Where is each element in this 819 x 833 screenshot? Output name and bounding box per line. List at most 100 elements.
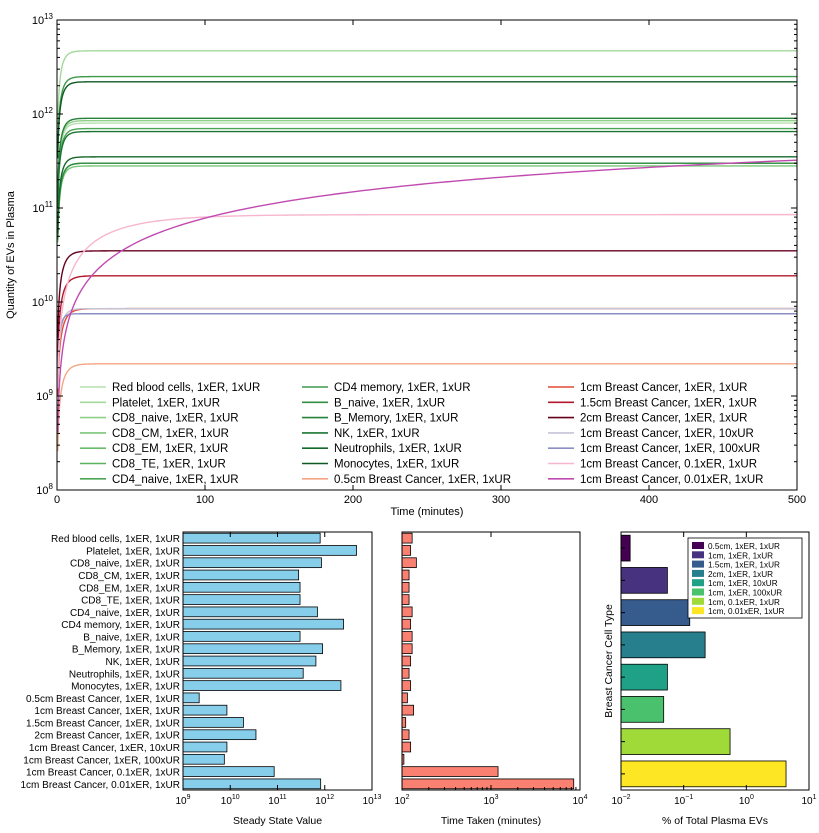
- percent-legend-swatch-4: [692, 579, 704, 587]
- time-bar-0: [401, 532, 413, 544]
- steady-category-label-17: 1cm Breast Cancer, 1xER, 10xUR: [29, 743, 180, 754]
- line-series-17: [57, 307, 797, 386]
- steady-bar-5: [182, 594, 301, 605]
- legend-label-3: CD8_CM, 1xER, 1xUR: [112, 428, 229, 440]
- y-tick-label-2: 1010: [32, 294, 54, 309]
- steady-x-tick-label-2: 1011: [268, 794, 286, 807]
- line-series-5: [57, 162, 797, 240]
- x-tick-label-1: 100: [196, 494, 214, 506]
- steady-x-tick-label-0: 109: [175, 794, 190, 807]
- percent-axes-frame: [620, 531, 810, 791]
- steady-category-label-12: Monocytes, 1xER, 1xUR: [71, 682, 180, 693]
- legend-label-1: Platelet, 1xER, 1xUR: [112, 397, 220, 409]
- percent-bar-5: [620, 696, 665, 723]
- steady-bar-9: [182, 643, 323, 655]
- steady-category-label-0: Red blood cells, 1xER, 1xUR: [51, 534, 180, 545]
- time-bar-1: [401, 545, 412, 556]
- line-series-7: [57, 75, 797, 154]
- percent-legend-label-4: 1cm, 1xER, 10xUR: [708, 579, 778, 588]
- steady-bar-17: [182, 741, 228, 753]
- percent-x-tick-label-2: 100: [739, 794, 754, 807]
- time-bar-7: [401, 618, 412, 630]
- steady-bar-18: [182, 753, 225, 765]
- legend-label-4: CD8_EM, 1xER, 1xUR: [112, 443, 228, 455]
- percent-bar-6: [620, 728, 731, 755]
- percent-legend-swatch-6: [692, 597, 704, 605]
- line-series-0: [57, 122, 797, 200]
- time-bar-20: [401, 778, 575, 790]
- legend-label-5: CD8_TE, 1xER, 1xUR: [112, 459, 226, 471]
- percent-x-tick-label-1: 10−1: [674, 794, 693, 807]
- steady-bar-3: [182, 569, 300, 581]
- y-tick-label-0: 108: [36, 482, 53, 497]
- steady-bar-14: [182, 704, 228, 716]
- percent-legend-label-5: 1cm, 1xER, 100xUR: [708, 589, 782, 598]
- legend-label-15: 1.5cm Breast Cancer, 1xER, 1xUR: [580, 397, 757, 409]
- line-series-16: [57, 250, 797, 339]
- line-series-10: [57, 130, 797, 209]
- line-series-20: [57, 159, 798, 433]
- percent-legend-swatch-5: [692, 588, 704, 596]
- legend-label-19: 1cm Breast Cancer, 0.1xER, 1xUR: [580, 459, 757, 471]
- steady-bar-11: [182, 667, 304, 679]
- line-series-3: [57, 165, 797, 243]
- percent-legend-label-7: 1cm, 0.01xER, 1xUR: [708, 607, 785, 616]
- steady-category-label-18: 1cm Breast Cancer, 1xER, 100xUR: [23, 755, 180, 766]
- time-bar-17: [401, 741, 412, 753]
- time-x-tick-label-1: 103: [483, 794, 498, 807]
- percent-x-tick-label-3: 101: [801, 794, 816, 807]
- legend-label-16: 2cm Breast Cancer, 1xER, 1xUR: [580, 413, 747, 425]
- percent-y-label: Breast Cancer Cell Type: [603, 604, 615, 718]
- legend-label-8: B_naive, 1xER, 1xUR: [334, 397, 445, 409]
- legend-label-0: Red blood cells, 1xER, 1xUR: [112, 382, 260, 394]
- steady-bar-19: [182, 766, 275, 777]
- percent-legend-swatch-0: [692, 542, 704, 549]
- line-series-18: [57, 313, 797, 376]
- percent-bar-7: [620, 760, 787, 788]
- steady-category-label-1: Platelet, 1xER, 1xUR: [86, 546, 180, 557]
- legend-label-10: NK, 1xER, 1xUR: [334, 428, 420, 440]
- line-series-9: [57, 117, 797, 195]
- steady-category-label-3: CD8_CM, 1xER, 1xUR: [78, 571, 180, 582]
- percent-legend-label-1: 1cm, 1xER, 1xUR: [708, 551, 773, 560]
- x-tick-label-5: 500: [788, 494, 806, 506]
- line-series-8: [57, 162, 797, 240]
- time-bar-13: [401, 692, 408, 704]
- percent-legend-box: [687, 537, 803, 619]
- percent-legend-swatch-1: [692, 551, 704, 559]
- legend-label-20: 1cm Breast Cancer, 0.01xER, 1xUR: [580, 474, 763, 486]
- percent-legend-label-0: 0.5cm, 1xER, 1xUR: [708, 542, 780, 551]
- main-axes-frame: [56, 19, 798, 491]
- time-axes-frame: [401, 531, 581, 791]
- time-x-label: Time Taken (minutes): [441, 815, 541, 827]
- steady-category-label-7: CD4 memory, 1xER, 1xUR: [61, 620, 180, 631]
- steady-bar-7: [182, 618, 344, 630]
- percent-legend-label-6: 1cm, 0.1xER, 1xUR: [708, 598, 780, 607]
- legend-label-18: 1cm Breast Cancer, 1xER, 100xUR: [580, 443, 760, 455]
- percent-legend-label-3: 2cm, 1xER, 1xUR: [708, 570, 773, 579]
- y-tick-label-4: 1012: [32, 106, 54, 121]
- legend-label-7: CD4 memory, 1xER, 1xUR: [334, 382, 471, 394]
- legend-label-2: CD8_naive, 1xER, 1xUR: [112, 413, 239, 425]
- y-tick-label-3: 1011: [32, 200, 53, 215]
- percent-x-tick-label-0: 10−2: [611, 794, 630, 807]
- steady-x-tick-label-1: 1010: [221, 794, 240, 807]
- time-bar-14: [401, 704, 414, 716]
- steady-bar-20: [182, 778, 322, 790]
- steady-bar-4: [182, 581, 301, 593]
- steady-category-label-10: NK, 1xER, 1xUR: [106, 657, 180, 668]
- steady-x-tick-label-4: 1013: [363, 794, 382, 807]
- steady-category-label-15: 1.5cm Breast Cancer, 1xER, 1xUR: [26, 718, 180, 729]
- steady-bar-15: [182, 717, 244, 728]
- x-tick-label-4: 400: [640, 494, 658, 506]
- y-tick-label-1: 109: [36, 388, 53, 403]
- steady-x-label: Steady State Value: [233, 815, 322, 827]
- steady-category-label-6: CD4_naive, 1xER, 1xUR: [70, 608, 180, 619]
- steady-category-label-19: 1cm Breast Cancer, 0.1xER, 1xUR: [26, 768, 180, 779]
- line-series-19: [57, 213, 797, 389]
- x-tick-label-0: 0: [54, 494, 60, 506]
- steady-bar-2: [182, 557, 322, 569]
- time-bar-9: [401, 643, 413, 655]
- time-bar-2: [401, 557, 417, 569]
